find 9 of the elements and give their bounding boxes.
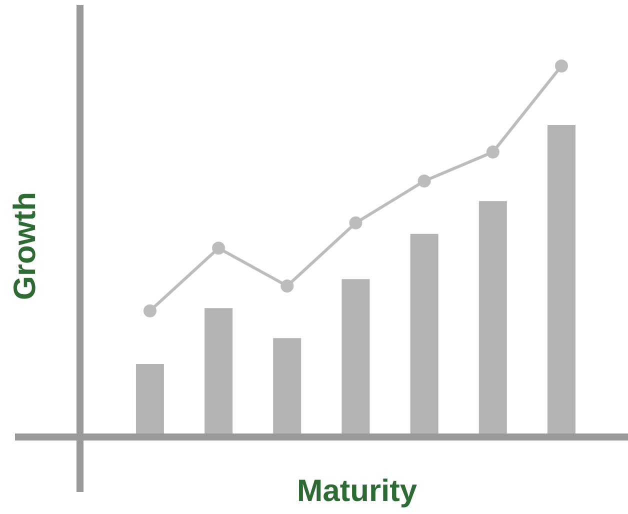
point bbox=[554, 59, 568, 72]
point bbox=[280, 279, 294, 292]
point bbox=[486, 146, 500, 159]
y-axis-title: Growth bbox=[12, 194, 36, 299]
point bbox=[143, 304, 156, 318]
point bbox=[349, 216, 362, 230]
point bbox=[212, 242, 226, 255]
point bbox=[418, 174, 431, 188]
x-axis-title: Maturity bbox=[299, 478, 417, 508]
